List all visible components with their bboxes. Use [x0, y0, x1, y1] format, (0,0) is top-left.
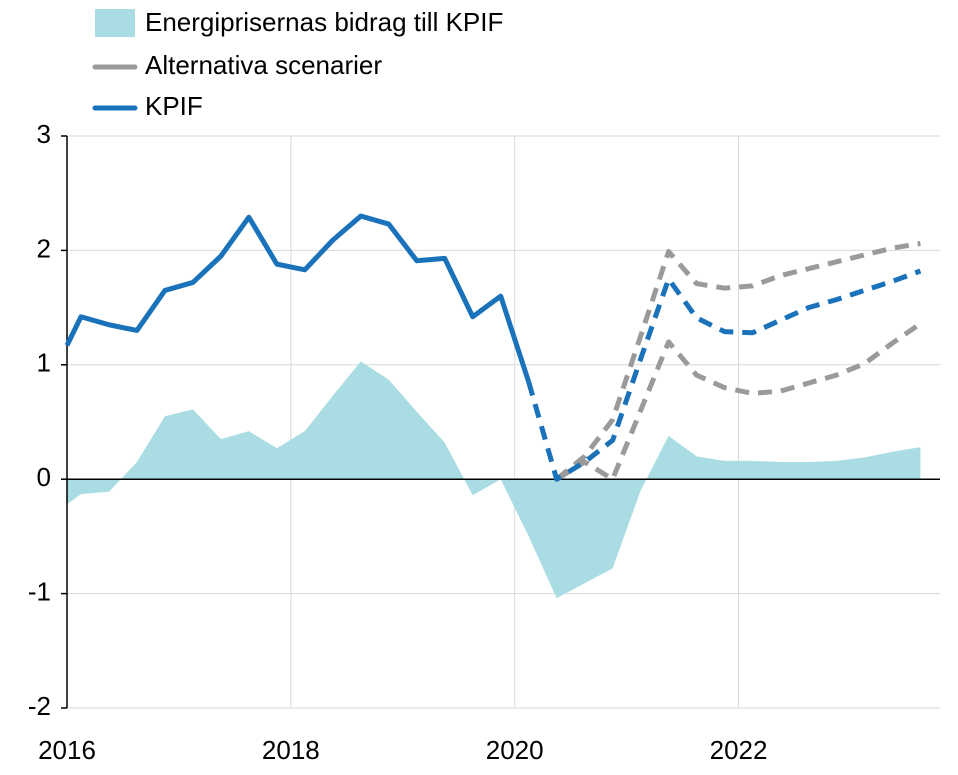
y-tick-label: 1 — [37, 348, 51, 378]
legend-label: Alternativa scenarier — [145, 50, 382, 80]
scenario-line — [555, 241, 921, 482]
y-tick-label: -1 — [28, 576, 51, 606]
x-tick-label: 2020 — [486, 735, 544, 765]
y-tick-label: 2 — [37, 233, 51, 263]
kpif-line — [64, 213, 532, 383]
legend-swatch-area — [95, 9, 135, 37]
scenario-line — [555, 321, 922, 482]
x-tick-label: 2016 — [38, 735, 96, 765]
legend-label: Energiprisernas bidrag till KPIF — [145, 7, 503, 37]
x-tick-label: 2018 — [262, 735, 320, 765]
kpif-forecast-line — [526, 268, 922, 482]
x-tick-label: 2022 — [710, 735, 768, 765]
y-tick-label: -2 — [28, 691, 51, 721]
y-tick-label: 0 — [37, 462, 51, 492]
legend-label: KPIF — [145, 91, 203, 121]
y-tick-label: 3 — [37, 119, 51, 149]
